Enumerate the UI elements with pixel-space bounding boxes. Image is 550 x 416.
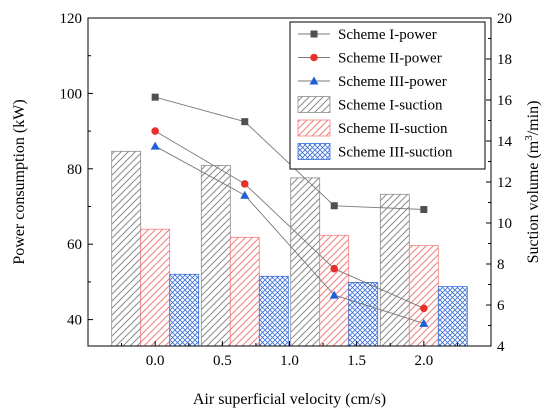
y-right-tick-label-3: 10 [497,216,512,232]
x-tick-label-3: 1.5 [347,353,366,369]
legend-label-line-0: Scheme I-power [338,27,437,43]
y-right-tick-label-0: 4 [497,339,505,355]
y-right-tick-label-5: 14 [497,134,513,150]
y-right-tick-label-2: 8 [497,257,505,273]
data-point-2-3 [419,318,429,327]
bar-scheme-ii-suction-1 [229,236,260,347]
y-right-tick-label-7: 18 [497,52,512,68]
bar-scheme-i-suction-2 [290,177,321,347]
legend-marker-2 [309,76,319,85]
y-left-tick-label-3: 100 [60,86,83,102]
legend-marker-0 [310,30,318,38]
data-point-1-2 [330,264,339,273]
x-tick-label-0: 0.0 [146,353,165,369]
data-point-0-3 [420,206,428,214]
y-right-axis-title-post: /min) [525,101,542,136]
y-right-axis-title: Suction volume (m3/min) [523,101,542,264]
data-point-1-0 [151,127,159,135]
y-right-axis-title-pre: Suction volume (m [525,140,542,263]
legend-label-bar-1: Scheme II-suction [338,121,448,137]
bar-scheme-iii-suction-3 [437,286,468,347]
data-point-2-2 [329,290,339,299]
bar-scheme-ii-suction-3 [408,245,439,347]
data-point-1-3 [420,304,428,313]
data-point-0-2 [330,202,338,210]
data-point-2-0 [150,141,160,150]
series-line-1 [154,130,424,309]
y-right-tick-label-8: 20 [497,11,512,27]
y-right-axis-title-sup: 3 [523,135,535,141]
y-right-tick-label-1: 6 [497,298,505,314]
bar-scheme-ii-suction-2 [319,234,350,347]
data-point-0-1 [241,118,249,126]
legend-bar-swatch-0 [297,96,331,113]
y-right-tick-label-6: 16 [497,93,513,109]
x-tick-label-4: 2.0 [414,353,433,369]
bar-scheme-iii-suction-2 [348,281,379,347]
legend-label-bar-0: Scheme I-suction [338,98,443,114]
bar-scheme-iii-suction-0 [169,273,200,347]
y-left-tick-label-0: 40 [67,313,82,329]
data-point-0-0 [151,93,159,101]
bar-scheme-i-suction-1 [200,165,231,347]
y-left-axis-title: Power consumption (kW) [11,99,28,264]
series-line-2 [154,145,424,324]
x-tick-label-1: 0.5 [213,353,232,369]
legend-label-line-2: Scheme III-power [338,74,447,90]
x-tick-label-2: 1.0 [280,353,299,369]
bar-scheme-iii-suction-1 [258,275,289,347]
legend-bar-swatch-1 [297,119,331,137]
y-left-tick-label-4: 120 [60,11,83,27]
legend-marker-1 [310,53,318,62]
bar-scheme-ii-suction-0 [140,228,171,347]
bar-scheme-i-suction-0 [111,150,142,347]
data-point-1-1 [240,180,249,188]
legend-label-line-1: Scheme II-power [338,51,442,67]
x-axis-title: Air superficial velocity (cm/s) [193,391,386,408]
y-right-tick-label-4: 12 [497,175,512,191]
data-point-2-1 [240,190,250,199]
legend: Scheme I-power Scheme II-power Scheme III-… [289,21,486,170]
y-left-tick-label-2: 80 [67,162,82,178]
y-left-tick-label-1: 60 [67,237,82,253]
legend-bar-swatch-2 [297,143,331,160]
legend-label-bar-2: Scheme III-suction [338,145,453,161]
bar-scheme-i-suction-3 [379,193,410,347]
